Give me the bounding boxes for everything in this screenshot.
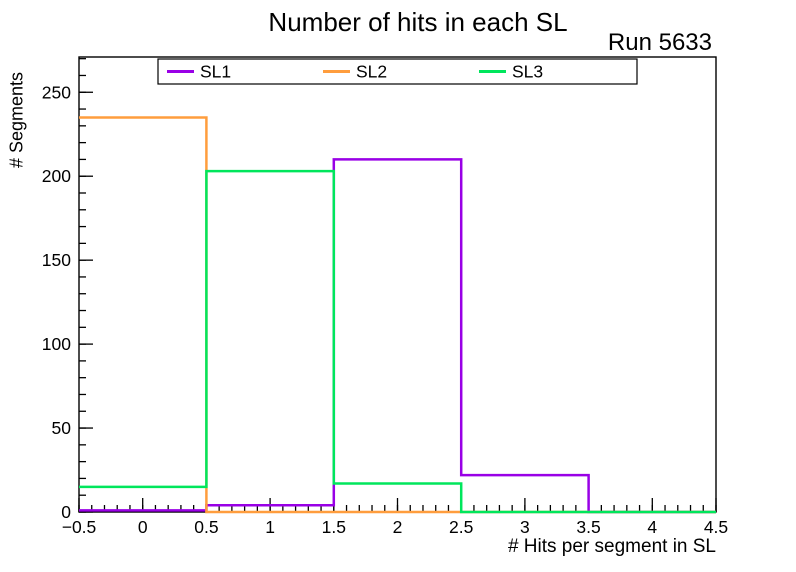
legend-label-SL1: SL1	[200, 62, 231, 82]
x-tick-label: −0.5	[62, 517, 97, 537]
series-SL1-path	[79, 158, 716, 514]
y-axis-ticks	[79, 58, 93, 513]
y-tick-label: 200	[42, 166, 71, 186]
run-label: Run 5633	[607, 29, 712, 56]
x-tick-label: 1.5	[322, 517, 346, 537]
y-tick-label: 50	[52, 418, 72, 438]
x-tick-label: 4	[647, 517, 657, 537]
series-SL2-path	[79, 116, 716, 514]
x-tick-label: 3.5	[576, 517, 600, 537]
series-SL3-path	[79, 169, 716, 514]
x-axis-title: # Hits per segment in SL	[507, 536, 716, 557]
y-tick-label: 250	[42, 82, 71, 102]
x-tick-label: 3	[520, 517, 530, 537]
legend-frame	[157, 58, 638, 85]
legend-label-SL2: SL2	[356, 62, 387, 82]
histogram-series	[79, 116, 716, 514]
x-tick-label: 2	[393, 517, 403, 537]
y-axis-title: # Segments	[6, 71, 27, 169]
legend-label-SL3: SL3	[512, 62, 543, 82]
y-tick-labels: 0 50 100 150 200 250	[42, 82, 71, 522]
chart-title: Number of hits in each SL	[268, 7, 568, 37]
legend-box: SL1 SL2 SL3	[157, 58, 638, 85]
x-tick-label: 4.5	[704, 517, 728, 537]
y-tick-label: 150	[42, 250, 71, 270]
x-tick-label: 0.5	[194, 517, 218, 537]
y-tick-label: 100	[42, 334, 71, 354]
y-tick-label: 0	[61, 502, 71, 522]
x-tick-label: 2.5	[449, 517, 473, 537]
plot-frame	[78, 56, 717, 513]
x-tick-labels: −0.5 0 0.5 1 1.5 2 2.5 3 3.5 4 4.5	[62, 517, 728, 537]
x-tick-label: 1	[265, 517, 275, 537]
x-tick-label: 0	[138, 517, 148, 537]
